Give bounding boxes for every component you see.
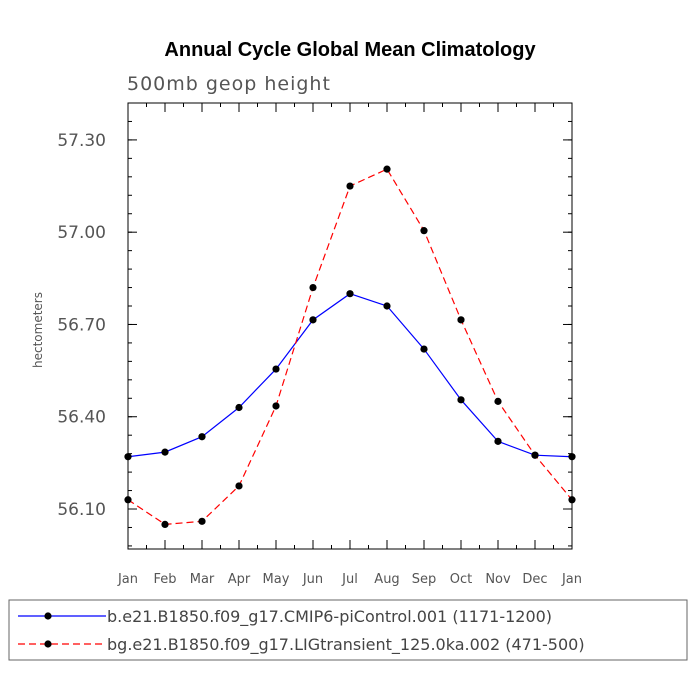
data-point: [420, 227, 428, 235]
x-tick-label: Aug: [374, 572, 399, 587]
data-point: [420, 345, 428, 353]
y-tick-label: 56.10: [57, 500, 106, 520]
x-tick-label: Oct: [450, 572, 472, 587]
data-point: [494, 397, 502, 405]
legend-label-2: bg.e21.B1850.f09_g17.LIGtransient_125.0k…: [107, 635, 585, 655]
data-point: [198, 433, 206, 441]
data-point: [198, 517, 206, 525]
data-point: [531, 451, 539, 459]
x-tick-label: May: [263, 572, 290, 587]
data-point: [383, 165, 391, 173]
data-point: [161, 520, 169, 528]
x-tick-label: Nov: [485, 572, 511, 587]
data-point: [457, 316, 465, 324]
data-point: [494, 437, 502, 445]
data-point: [568, 496, 576, 504]
plot-frame: [127, 102, 573, 550]
axis-ticks: Jan Feb Mar Apr May Jun Jul Aug Sep Oct Nov Dec Jan 5…: [57, 103, 582, 587]
y-tick-label: 57.30: [57, 131, 106, 151]
x-tick-label: Jan: [561, 572, 582, 587]
series-line-2: [127, 168, 573, 526]
y-axis-label: hectometers: [31, 292, 45, 368]
x-tick-label: Apr: [228, 572, 251, 587]
legend-marker-2: [44, 640, 52, 648]
x-tick-label: Feb: [153, 572, 176, 587]
legend-box: [8, 599, 688, 661]
x-tick-label: Mar: [190, 572, 215, 587]
legend: b.e21.B1850.f09_g17.CMIP6-piControl.001 …: [8, 599, 688, 661]
y-tick-label: 57.00: [57, 223, 106, 243]
data-point: [235, 403, 243, 412]
data-point: [346, 290, 354, 298]
x-tick-label: Jul: [341, 572, 358, 587]
data-point: [309, 316, 317, 324]
data-point: [309, 283, 317, 292]
data-point: [235, 482, 243, 490]
data-point: [124, 496, 132, 504]
x-tick-label: Sep: [412, 572, 437, 587]
data-point: [346, 182, 354, 190]
x-tick-label: Jan: [117, 572, 138, 587]
x-tick-label: Dec: [522, 572, 547, 587]
data-point: [272, 365, 280, 373]
series-line-1: [127, 293, 573, 458]
data-point: [272, 402, 280, 410]
data-point: [568, 453, 576, 461]
y-tick-label: 56.70: [57, 315, 106, 335]
data-point: [124, 453, 132, 461]
y-tick-label: 56.40: [57, 408, 106, 428]
legend-label-1: b.e21.B1850.f09_g17.CMIP6-piControl.001 …: [107, 607, 552, 627]
x-tick-label: Jun: [302, 572, 323, 587]
data-point: [161, 448, 169, 456]
chart-subtitle: 500mb geop height: [127, 73, 331, 95]
data-point: [457, 396, 465, 404]
series-layer: [124, 165, 576, 528]
legend-marker-1: [44, 612, 52, 620]
data-point: [383, 302, 391, 310]
chart-title: Annual Cycle Global Mean Climatology: [164, 39, 536, 61]
